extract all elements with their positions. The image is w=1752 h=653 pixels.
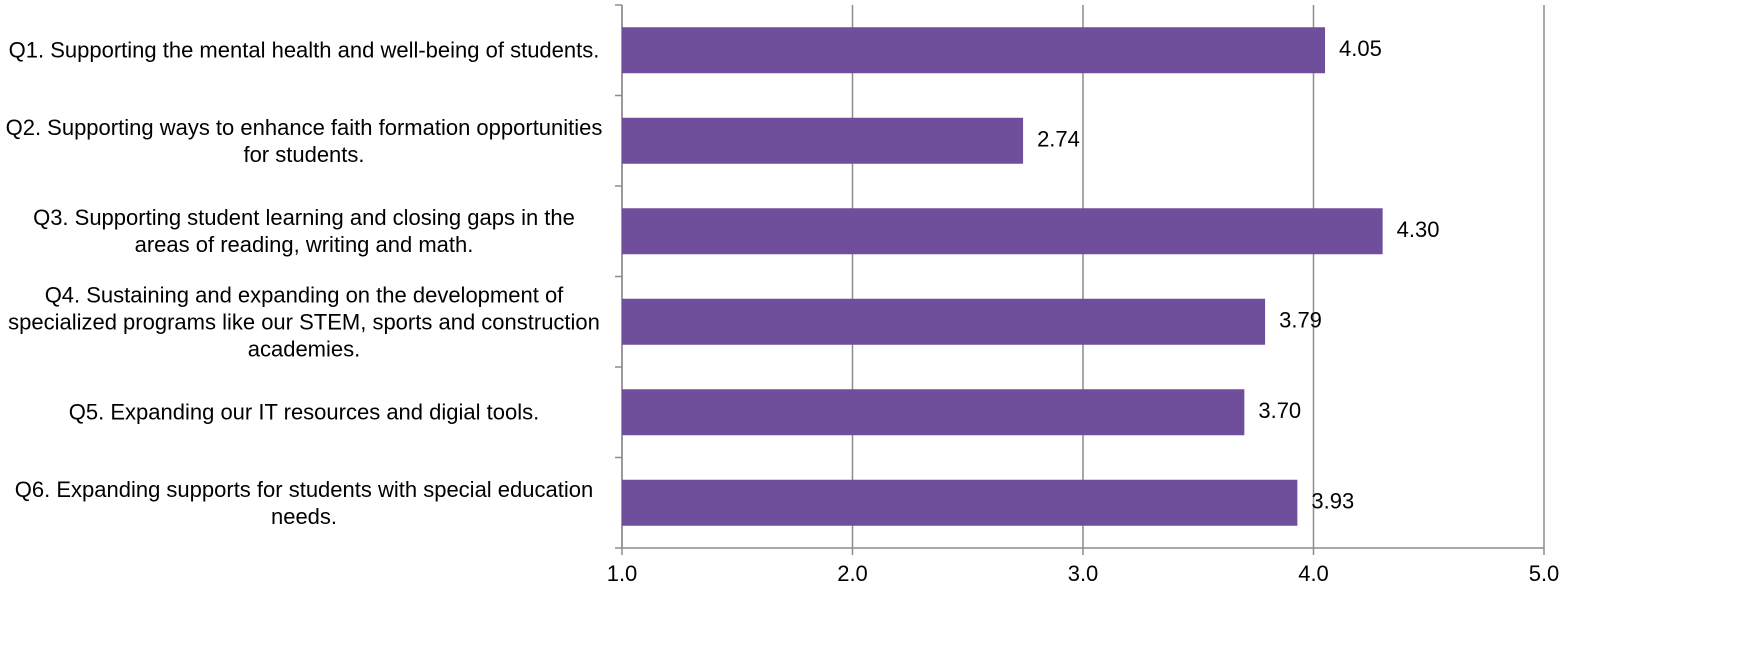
x-tick-label: 3.0 xyxy=(1068,561,1099,586)
bar xyxy=(622,117,1024,164)
bar xyxy=(622,208,1383,255)
x-tick-label: 2.0 xyxy=(837,561,868,586)
bar xyxy=(622,389,1245,436)
x-tick-label: 5.0 xyxy=(1529,561,1560,586)
category-label: Q1. Supporting the mental health and wel… xyxy=(8,37,600,63)
value-label: 3.70 xyxy=(1258,398,1301,423)
value-label: 4.05 xyxy=(1339,36,1382,61)
value-label: 3.93 xyxy=(1311,489,1354,514)
bar xyxy=(622,298,1266,345)
bar xyxy=(622,479,1298,526)
bar xyxy=(622,27,1326,74)
category-label: Q6. Expanding supports for students with… xyxy=(14,476,594,529)
value-label: 2.74 xyxy=(1037,127,1080,152)
value-label: 4.30 xyxy=(1397,217,1440,242)
category-label: Q5. Expanding our IT resources and digia… xyxy=(68,399,540,425)
category-label: Q4. Sustaining and expanding on the deve… xyxy=(8,282,600,362)
category-label: Q2. Supporting ways to enhance faith for… xyxy=(5,114,603,167)
value-label: 3.79 xyxy=(1279,308,1322,333)
category-label: Q3. Supporting student learning and clos… xyxy=(33,205,575,258)
x-tick-label: 1.0 xyxy=(607,561,638,586)
x-tick-label: 4.0 xyxy=(1298,561,1329,586)
